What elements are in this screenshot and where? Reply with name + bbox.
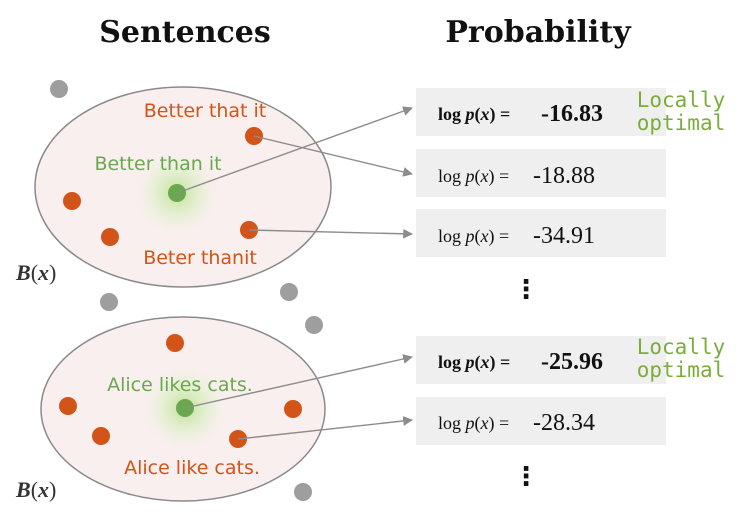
neighbor-sentence-label: Alice like cats. (124, 457, 260, 479)
log-prob-value: -28.34 (533, 410, 595, 436)
log-prob-value: -16.83 (541, 101, 603, 127)
neighbor-point (166, 334, 184, 352)
arrow-connector (237, 416, 413, 440)
neighbor-point (63, 192, 81, 210)
outside-point (294, 483, 312, 501)
outside-point (305, 316, 323, 334)
log-prob-expression: log p(x) = (438, 226, 509, 247)
center-sentence-label: Better than it (94, 153, 221, 175)
sentences-header: Sentences (99, 15, 271, 50)
neighbor-point (284, 400, 302, 418)
log-prob-expression: log p(x) = (438, 413, 509, 434)
neighbor-point (59, 397, 77, 415)
outside-point (50, 80, 68, 98)
neighbor-sentence-label: Beter thanit (143, 247, 257, 269)
probability-row-box (416, 336, 666, 384)
arrow-connector (253, 135, 413, 177)
group-1: Better that it Better than it Beter than… (15, 86, 413, 288)
locally-optimal-tag: Locally optimal (637, 88, 726, 135)
log-prob-value: -34.91 (533, 223, 595, 249)
probability-row-box (416, 88, 666, 136)
log-prob-value: -25.96 (541, 349, 603, 375)
locally-optimal-tag: Locally optimal (637, 335, 726, 382)
arrow-connector (248, 228, 413, 239)
probability-row-box (416, 149, 666, 197)
log-prob-value: -18.88 (533, 163, 595, 189)
vertical-ellipsis: ⋮ (513, 275, 539, 305)
log-prob-expression: log p(x) = (438, 104, 510, 125)
neighbor-sentence-label: Better that it (144, 100, 267, 122)
vertical-ellipsis: ⋮ (513, 462, 539, 492)
arrow-connector (184, 354, 413, 409)
outside-point (280, 283, 298, 301)
group-2: Alice likes cats. Alice like cats. B(x) (15, 316, 413, 502)
center-sentence-label: Alice likes cats. (107, 374, 253, 396)
log-prob-expression: log p(x) = (438, 352, 510, 373)
probability-row-box (416, 397, 666, 445)
set-label: B(x) (15, 260, 56, 285)
set-label: B(x) (15, 477, 56, 502)
neighbor-point (92, 427, 110, 445)
log-prob-expression: log p(x) = (438, 166, 509, 187)
outside-point (100, 293, 118, 311)
probability-header: Probability (445, 15, 632, 50)
neighbor-point (101, 228, 119, 246)
probability-row-box (416, 209, 666, 257)
arrow-connector (176, 106, 413, 194)
